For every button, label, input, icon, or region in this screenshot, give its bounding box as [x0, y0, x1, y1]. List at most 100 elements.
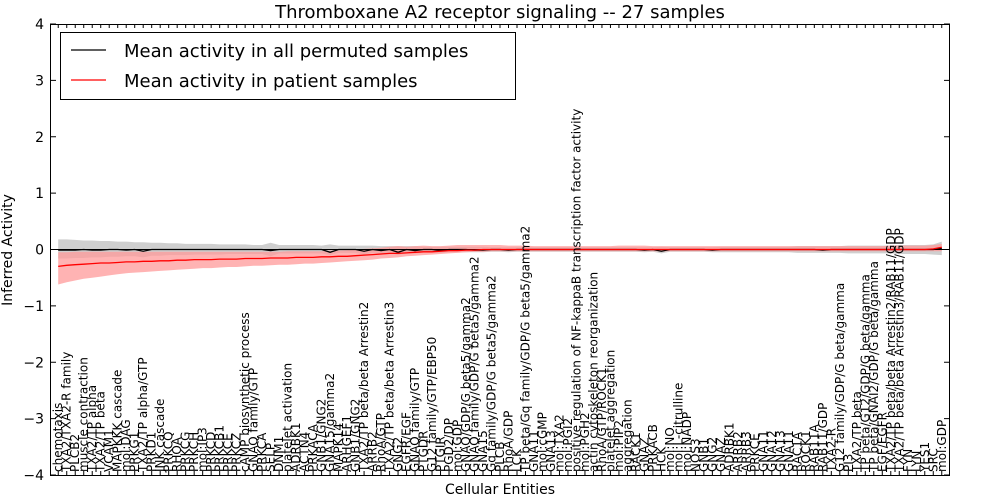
- x-tick-label: mol:PGI2: [561, 418, 575, 472]
- x-tick-label: cAMP biosynthetic process: [238, 312, 252, 472]
- x-tick-label: mol:NO: [663, 427, 677, 472]
- x-tick-label: mol:PIP2: [612, 420, 626, 472]
- x-tick-label: TXA2/TP beta: [94, 391, 108, 473]
- series-line-patient: [58, 246, 942, 268]
- legend: Mean activity in all permuted samples Me…: [60, 32, 516, 100]
- y-tick-label: −2: [23, 355, 44, 371]
- x-tick-label: TXA2/TP beta/beta Arrestin3/RAB11/GDP: [892, 228, 906, 473]
- x-tick-label: PLCB: [493, 441, 507, 472]
- x-tick-label: ARRB3: [739, 431, 753, 472]
- x-tick-label: GNA11: [527, 430, 541, 472]
- x-tick-label: mol:PGH2: [578, 412, 592, 472]
- x-tick-label: PGD2/DP: [442, 418, 456, 472]
- x-tick-label: PRKCZ: [230, 433, 244, 472]
- x-tick-label: RhoA/GTP/ROCK1: [595, 367, 609, 472]
- y-tick-label: −3: [23, 412, 44, 428]
- band-patient: [58, 243, 942, 285]
- x-tick-label: GNAQ family/GTP: [408, 368, 422, 472]
- y-tick-label: −1: [23, 299, 44, 315]
- x-tick-label: EGF/EGFR: [875, 412, 889, 472]
- x-tick-label: ARRB2: [731, 431, 745, 472]
- x-tick-label: HCK: [654, 446, 668, 472]
- x-tick-label: GNA15: [476, 430, 490, 472]
- y-tick-label: 4: [35, 17, 44, 33]
- x-tick-label: TXA2/TP alpha: [85, 385, 99, 473]
- x-tick-label: mol:cGMP: [536, 412, 550, 472]
- x-tick-label: GNA13: [773, 430, 787, 472]
- x-tick-label: GNA11: [782, 430, 796, 472]
- x-tick-label: PRKCQ: [162, 431, 176, 472]
- x-tick-label: RhoA/GTP: [374, 413, 388, 472]
- x-tick-label: chemotaxis: [51, 403, 65, 472]
- x-tick-label: PRKCE: [221, 433, 235, 472]
- x-tick-label: MAPK14: [332, 423, 346, 472]
- x-tick-label: GNAZ: [714, 437, 728, 472]
- x-tick-label: PRKCD: [204, 432, 218, 472]
- x-tick-label: RhoA/GDP: [502, 411, 516, 472]
- x-tick-label: mol:L-citrulline: [671, 383, 685, 472]
- x-tick-label: positive regulation of NF-kappaB transcr…: [570, 109, 584, 472]
- x-tick-label: PRKG1: [128, 432, 142, 472]
- x-tick-label: actin cytoskeleton reorganization: [586, 272, 600, 472]
- x-tick-label: ADRBK1: [289, 422, 303, 472]
- y-tick-label: 2: [35, 130, 44, 146]
- x-tick-label: ARHGEF1: [340, 415, 354, 472]
- x-tick-label: muscle contraction: [77, 357, 91, 472]
- x-tick-label: ARRB2: [366, 431, 380, 472]
- x-tick-label: platelet aggregation: [603, 350, 617, 472]
- x-tick-label: GNAQ/GDP/G beta5/gamma2: [459, 297, 473, 472]
- legend-box: [60, 32, 516, 100]
- x-axis-ticks: [57, 24, 943, 475]
- x-tick-label: RACK1: [629, 432, 643, 472]
- x-tick-label: GNB1/GNG2: [349, 399, 363, 472]
- x-tick-label: NOS3: [688, 438, 702, 472]
- x-tick-label: PRKD1: [145, 432, 159, 472]
- x-tick-label: TXA2/TP beta: [850, 391, 864, 473]
- x-axis-label: Cellular Entities: [445, 482, 555, 498]
- x-tick-label: TXA2/TP beta/beta Arrestin2/RAB11/GDP: [884, 228, 898, 473]
- x-tick-label: GNA15/gamma2: [323, 373, 337, 472]
- series-lines: [58, 246, 942, 268]
- x-tick-label: aggregation: [620, 399, 634, 472]
- x-tick-label: VCAM1: [102, 429, 116, 472]
- x-tick-label: GNAQ family/GTP: [247, 368, 261, 472]
- x-tick-label: GNAZ: [637, 437, 651, 472]
- y-tick-label: 3: [35, 73, 44, 89]
- x-tick-label: ROCK1: [799, 430, 813, 472]
- x-tick-label: PRKACA: [306, 423, 320, 472]
- x-tick-label: GNB1: [697, 438, 711, 472]
- x-tick-label: PRKACB: [646, 424, 660, 472]
- x-tick-label: GNB1/GNG2: [315, 399, 329, 472]
- x-tick-label: LCK: [510, 448, 524, 472]
- x-tick-label: PI3: [841, 454, 855, 472]
- x-tick-label: FYN: [901, 449, 915, 472]
- x-tick-label: mol:DAG: [119, 419, 133, 472]
- x-tick-label: EGFR/EGF: [400, 412, 414, 472]
- x-tick-label: DNM1: [272, 436, 286, 472]
- x-tick-label: PRKCH: [187, 432, 201, 472]
- x-tick-label: RAB11A: [807, 423, 821, 472]
- x-tick-label: SRC: [926, 448, 940, 472]
- x-tick-label: GNA11: [756, 430, 770, 472]
- y-tick-label: −4: [23, 468, 44, 484]
- x-tick-label: PTGDR: [417, 431, 431, 472]
- x-tick-label: TXA2/TP alpha/GTP: [136, 357, 150, 473]
- x-tick-label: TXA2/TP beta/beta Arrestin2: [357, 302, 371, 473]
- x-tick-label: RAC1A: [790, 431, 804, 472]
- x-tick-label: JNK cascade: [153, 399, 167, 473]
- x-tick-label: mol:GDP: [935, 420, 949, 472]
- x-tick-label: ACTN4: [298, 432, 312, 472]
- x-tick-label: mol:GDP: [451, 420, 465, 472]
- x-tick-label: Gq family/GDP/G beta5/gamma2: [485, 275, 499, 472]
- x-tick-label: RAB11/GDP: [816, 403, 830, 472]
- x-tick-label: PRKCG: [179, 432, 193, 472]
- x-tick-label: PRKCA: [255, 432, 269, 472]
- chart-title: Thromboxane A2 receptor signaling -- 27 …: [274, 2, 725, 23]
- x-tick-label: SELP: [264, 443, 278, 472]
- band-patient-area: [58, 243, 942, 285]
- x-tick-label: TP beta/GNAI2/GDP/G beta/gamma: [867, 261, 881, 473]
- x-tick-label: MAPKKK cascade: [111, 370, 125, 472]
- x-tick-label: TP beta/G12/GDP/G beta/gamma: [858, 274, 872, 473]
